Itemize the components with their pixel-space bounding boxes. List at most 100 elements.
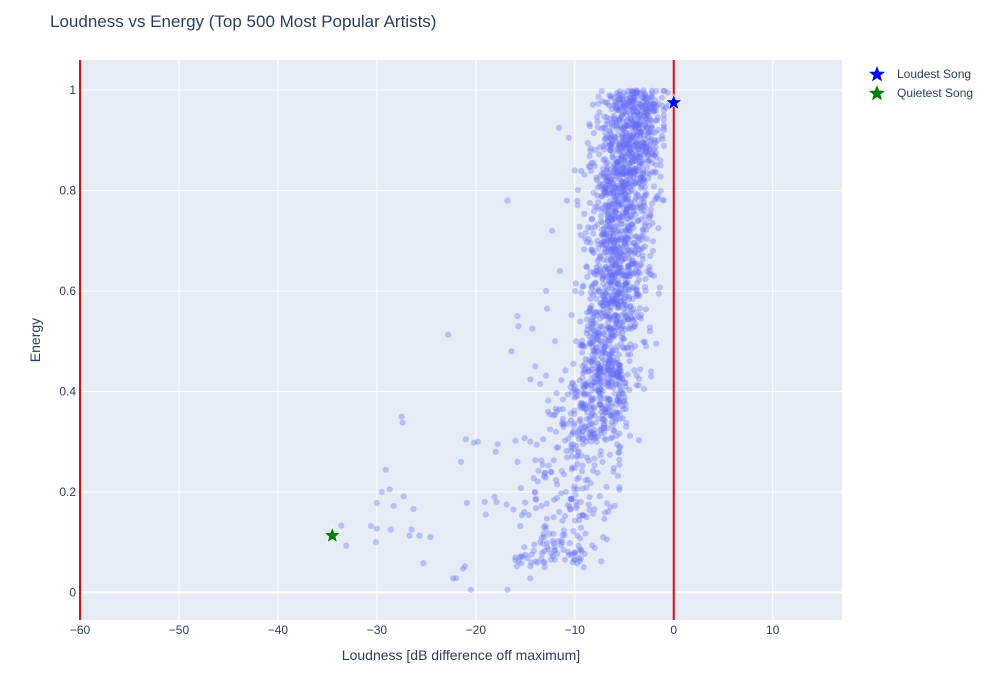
data-point bbox=[640, 143, 647, 150]
data-point bbox=[587, 382, 594, 389]
data-point bbox=[639, 103, 646, 111]
data-point bbox=[603, 134, 610, 141]
data-point bbox=[644, 152, 652, 159]
data-point bbox=[604, 395, 611, 402]
data-point bbox=[626, 249, 633, 256]
data-point bbox=[619, 375, 626, 382]
data-point bbox=[638, 160, 646, 167]
data-point bbox=[599, 302, 607, 309]
data-point bbox=[594, 204, 601, 211]
data-point bbox=[634, 179, 641, 187]
data-point bbox=[585, 224, 592, 231]
data-point bbox=[587, 434, 594, 441]
data-point bbox=[577, 535, 584, 542]
data-point bbox=[599, 275, 606, 282]
data-point bbox=[550, 537, 557, 545]
data-point bbox=[620, 182, 627, 190]
data-point bbox=[641, 122, 649, 129]
data-point bbox=[617, 153, 625, 161]
data-point bbox=[647, 96, 654, 103]
data-point bbox=[612, 208, 619, 215]
data-point bbox=[598, 269, 605, 276]
data-point bbox=[618, 142, 625, 149]
legend-item-loudest[interactable]: Loudest Song bbox=[866, 64, 973, 83]
data-point bbox=[599, 193, 606, 200]
data-point bbox=[598, 425, 605, 432]
data-point bbox=[626, 97, 633, 105]
data-point bbox=[580, 282, 587, 289]
data-point bbox=[608, 330, 615, 338]
data-point bbox=[611, 116, 618, 123]
data-point bbox=[600, 356, 607, 363]
data-point bbox=[605, 143, 613, 150]
data-point bbox=[420, 560, 427, 567]
data-point bbox=[615, 143, 622, 150]
data-point bbox=[637, 315, 645, 322]
data-point bbox=[609, 237, 616, 244]
data-point bbox=[658, 132, 665, 140]
data-point bbox=[592, 288, 599, 295]
data-point bbox=[644, 112, 651, 119]
legend[interactable]: Loudest Song Quietest Song bbox=[866, 64, 973, 102]
data-point bbox=[626, 144, 633, 152]
data-point bbox=[635, 193, 642, 200]
data-point bbox=[609, 332, 616, 339]
data-point bbox=[616, 461, 623, 468]
data-point bbox=[608, 357, 615, 364]
data-point bbox=[604, 379, 611, 387]
data-point bbox=[596, 399, 603, 406]
data-point bbox=[586, 163, 593, 171]
data-point bbox=[635, 125, 642, 132]
data-point bbox=[611, 248, 618, 256]
data-point bbox=[608, 272, 616, 279]
data-point bbox=[611, 215, 618, 222]
data-point bbox=[591, 404, 598, 411]
data-point bbox=[617, 361, 624, 369]
data-point bbox=[619, 170, 627, 177]
data-point bbox=[545, 546, 552, 553]
data-point bbox=[660, 197, 667, 204]
data-point bbox=[604, 336, 611, 343]
data-point bbox=[639, 125, 647, 132]
data-point bbox=[599, 219, 606, 226]
data-point bbox=[623, 419, 630, 426]
data-point bbox=[602, 335, 609, 343]
data-point bbox=[619, 271, 626, 279]
data-point bbox=[608, 236, 615, 243]
data-point bbox=[649, 107, 656, 114]
data-point bbox=[589, 542, 596, 549]
data-point bbox=[594, 380, 601, 387]
data-point bbox=[630, 317, 637, 324]
data-point bbox=[652, 117, 659, 124]
data-point bbox=[593, 311, 601, 319]
data-point bbox=[619, 376, 626, 383]
data-point bbox=[646, 215, 653, 222]
data-point bbox=[619, 134, 626, 141]
data-point bbox=[613, 369, 620, 376]
legend-item-quietest[interactable]: Quietest Song bbox=[866, 83, 973, 102]
data-point bbox=[611, 390, 619, 397]
data-point bbox=[612, 359, 619, 366]
data-point bbox=[579, 436, 586, 443]
data-point bbox=[606, 451, 613, 458]
data-point bbox=[630, 207, 637, 214]
highlight-star bbox=[323, 526, 342, 544]
data-point bbox=[594, 329, 602, 336]
data-point bbox=[607, 291, 614, 299]
data-point bbox=[613, 401, 620, 408]
data-point bbox=[646, 222, 653, 230]
data-point bbox=[574, 202, 581, 209]
data-point bbox=[519, 553, 526, 560]
data-point bbox=[604, 223, 611, 230]
data-point bbox=[623, 143, 630, 150]
data-point bbox=[605, 233, 613, 240]
data-point bbox=[540, 559, 547, 566]
data-point bbox=[610, 201, 617, 208]
data-point bbox=[640, 176, 647, 183]
data-point bbox=[629, 124, 636, 132]
data-point bbox=[583, 390, 591, 397]
data-point bbox=[648, 87, 655, 94]
data-point bbox=[633, 103, 640, 110]
data-point bbox=[619, 170, 626, 177]
data-point bbox=[613, 106, 620, 114]
